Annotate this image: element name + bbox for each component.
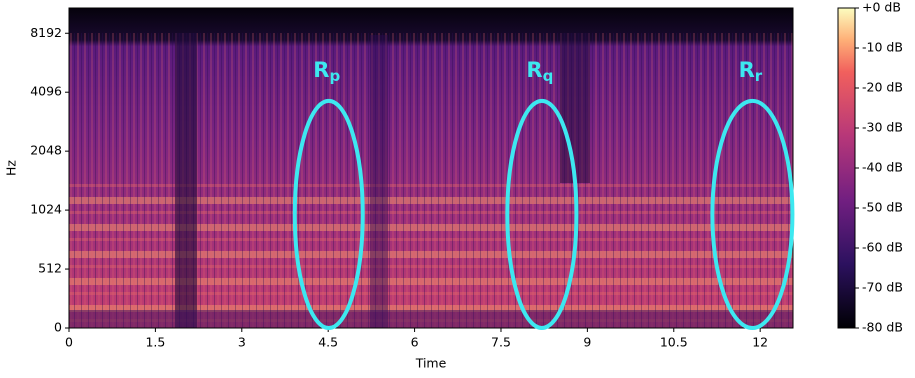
y-tick-label: 512 <box>38 261 62 276</box>
x-tick-label: 10.5 <box>660 335 688 350</box>
x-tick-label: 7.5 <box>491 335 511 350</box>
region-ellipse <box>505 98 579 331</box>
colorbar-tick-label: -40 dB <box>862 160 903 175</box>
y-tick-label: 4096 <box>30 84 62 99</box>
colorbar-tick-label: -20 dB <box>862 80 903 95</box>
region-label: Rr <box>739 58 763 85</box>
colorbar-tick-label: -30 dB <box>862 120 903 135</box>
y-axis-label: Hz <box>4 160 19 176</box>
x-axis-label: Time <box>415 356 447 371</box>
colorbar-tick-label: -70 dB <box>862 280 903 295</box>
region-label-sub: r <box>755 66 763 84</box>
colorbar-tick-label: -50 dB <box>862 200 903 215</box>
y-tick-label: 1024 <box>30 202 62 217</box>
x-tick-label: 0 <box>65 335 73 350</box>
x-tick-label: 3 <box>238 335 246 350</box>
region-label-sub: q <box>543 66 554 84</box>
plot-frame <box>68 7 794 329</box>
x-tick-label: 12 <box>752 335 768 350</box>
region-ellipse <box>710 98 795 331</box>
colorbar <box>838 8 855 328</box>
region-label: Rq <box>526 58 553 85</box>
region-label-main: R <box>739 58 755 82</box>
x-tick-label: 9 <box>583 335 591 350</box>
x-tick-label: 6 <box>411 335 419 350</box>
spectrogram-image <box>69 8 793 328</box>
x-tick-label: 4.5 <box>318 335 338 350</box>
colorbar-tick-label: -80 dB <box>862 320 903 335</box>
colorbar-tick-label: -10 dB <box>862 40 903 55</box>
colorbar-tick-label: -60 dB <box>862 240 903 255</box>
region-label-sub: p <box>329 66 340 84</box>
region-ellipse <box>292 98 365 331</box>
region-label-main: R <box>313 58 329 82</box>
y-tick-label: 8192 <box>30 25 62 40</box>
colorbar-tick-label: +0 dB <box>862 0 901 15</box>
x-tick-label: 1.5 <box>145 335 165 350</box>
region-label-main: R <box>526 58 542 82</box>
y-tick-label: 0 <box>54 320 62 335</box>
y-tick-label: 2048 <box>30 143 62 158</box>
region-label: Rp <box>313 58 340 85</box>
